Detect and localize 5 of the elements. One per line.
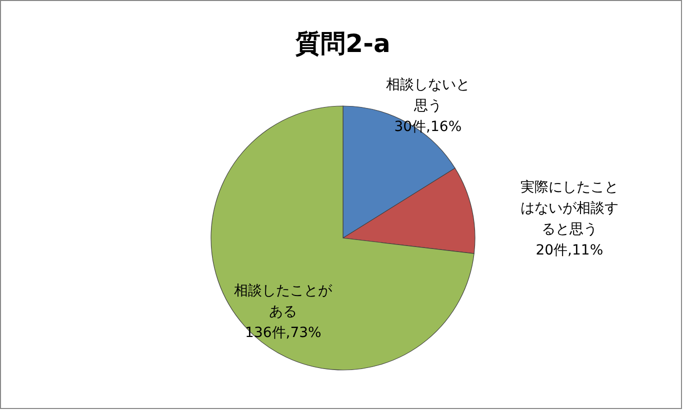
chart-title: 質問2-a [294,29,390,58]
slice-label: 相談しないと思う [386,76,470,114]
slice-label: 相談したことがある [234,283,334,320]
slice-label: 実際にしたことはないが相談すると思う [520,179,618,238]
data-label: 20件,11% [536,242,604,258]
